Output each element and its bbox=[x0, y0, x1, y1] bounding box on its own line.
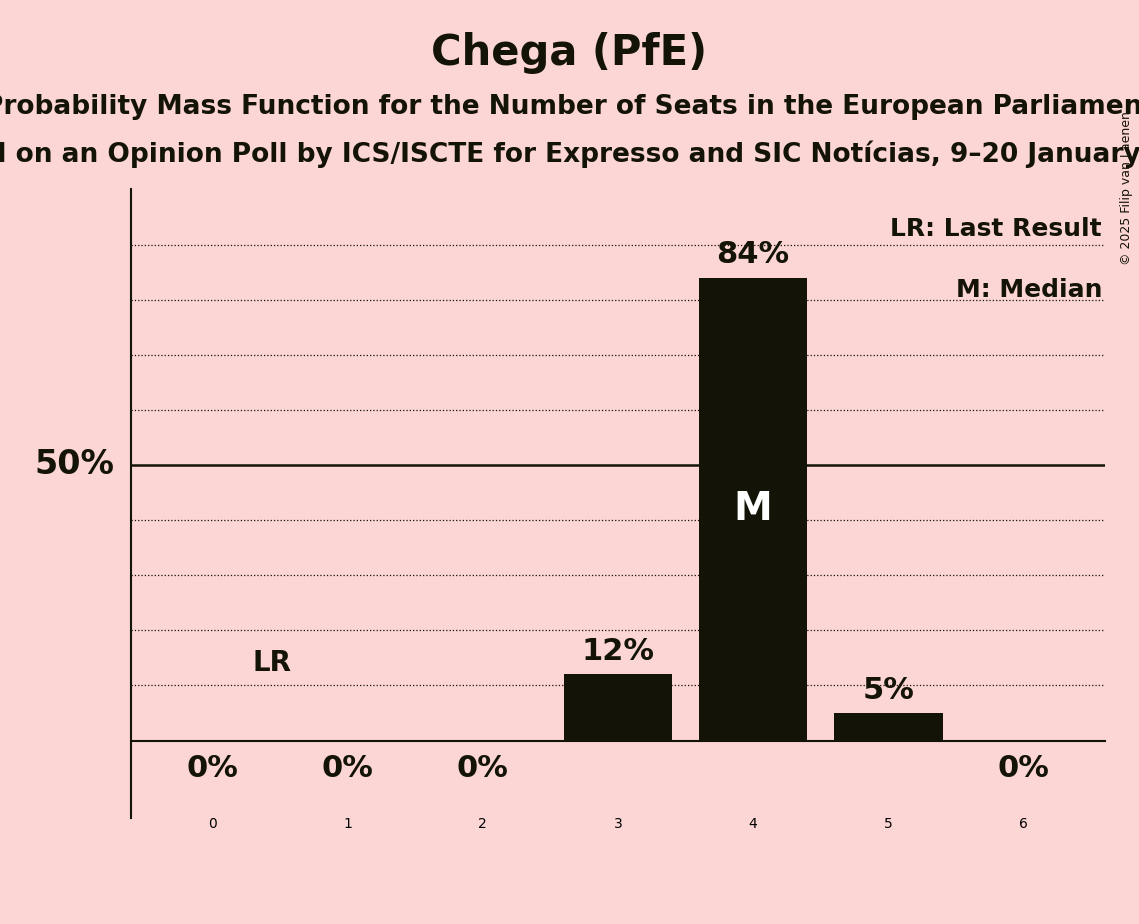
Bar bbox=[564, 675, 672, 740]
Text: 12%: 12% bbox=[581, 638, 655, 666]
Text: 50%: 50% bbox=[35, 448, 115, 481]
Text: 0%: 0% bbox=[998, 754, 1050, 783]
Bar bbox=[834, 713, 942, 740]
Bar bbox=[699, 277, 808, 740]
Text: LR: Last Result: LR: Last Result bbox=[891, 217, 1103, 241]
Text: Based on an Opinion Poll by ICS/ISCTE for Expresso and SIC Notícias, 9–20 Januar: Based on an Opinion Poll by ICS/ISCTE fo… bbox=[0, 140, 1139, 168]
Text: 84%: 84% bbox=[716, 240, 789, 269]
Text: © 2025 Filip van Laenen: © 2025 Filip van Laenen bbox=[1121, 111, 1133, 265]
Text: 0%: 0% bbox=[321, 754, 374, 783]
Text: Probability Mass Function for the Number of Seats in the European Parliament: Probability Mass Function for the Number… bbox=[0, 94, 1139, 120]
Text: M: M bbox=[734, 490, 772, 529]
Text: 0%: 0% bbox=[457, 754, 509, 783]
Text: LR: LR bbox=[253, 650, 292, 677]
Text: M: Median: M: Median bbox=[956, 277, 1103, 301]
Text: Chega (PfE): Chega (PfE) bbox=[432, 32, 707, 74]
Text: 0%: 0% bbox=[186, 754, 238, 783]
Text: 5%: 5% bbox=[862, 675, 915, 705]
